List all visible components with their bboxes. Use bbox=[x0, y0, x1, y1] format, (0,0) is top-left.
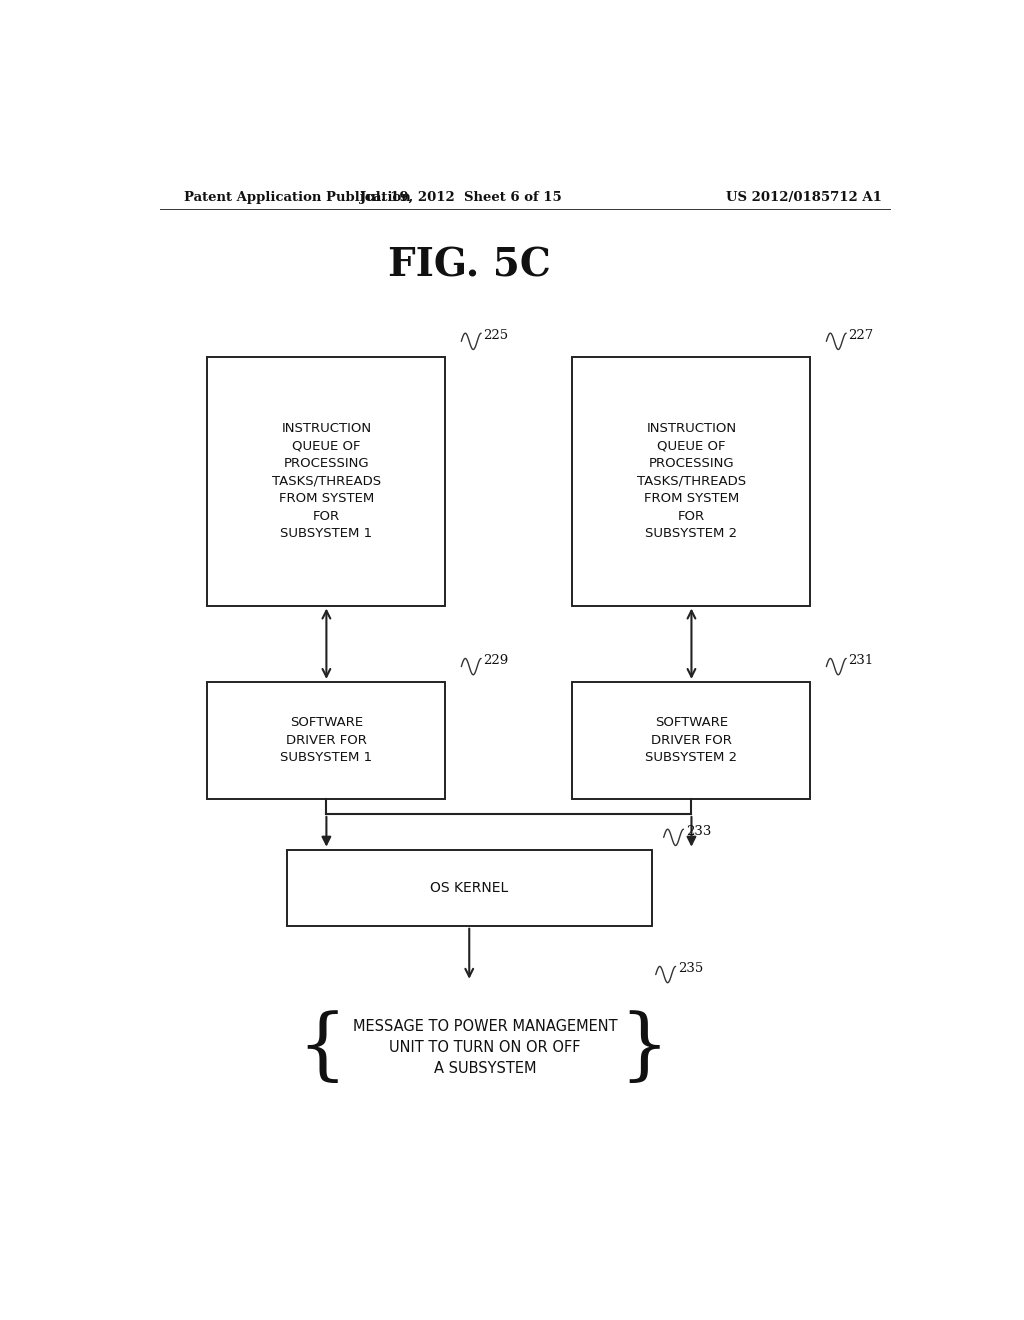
Text: 231: 231 bbox=[849, 653, 873, 667]
Text: 233: 233 bbox=[686, 825, 712, 838]
Text: Jul. 19, 2012  Sheet 6 of 15: Jul. 19, 2012 Sheet 6 of 15 bbox=[360, 190, 562, 203]
Text: US 2012/0185712 A1: US 2012/0185712 A1 bbox=[726, 190, 882, 203]
FancyBboxPatch shape bbox=[572, 356, 811, 606]
FancyBboxPatch shape bbox=[572, 682, 811, 799]
Text: 225: 225 bbox=[483, 329, 509, 342]
Text: 235: 235 bbox=[678, 962, 703, 975]
Text: INSTRUCTION
QUEUE OF
PROCESSING
TASKS/THREADS
FROM SYSTEM
FOR
SUBSYSTEM 1: INSTRUCTION QUEUE OF PROCESSING TASKS/TH… bbox=[271, 422, 381, 540]
Text: 229: 229 bbox=[483, 653, 509, 667]
Text: }: } bbox=[620, 1010, 669, 1085]
Text: MESSAGE TO POWER MANAGEMENT
UNIT TO TURN ON OR OFF
A SUBSYSTEM: MESSAGE TO POWER MANAGEMENT UNIT TO TURN… bbox=[353, 1019, 617, 1076]
Text: Patent Application Publication: Patent Application Publication bbox=[183, 190, 411, 203]
Text: SOFTWARE
DRIVER FOR
SUBSYSTEM 1: SOFTWARE DRIVER FOR SUBSYSTEM 1 bbox=[281, 717, 373, 764]
Text: {: { bbox=[298, 1010, 347, 1085]
Text: INSTRUCTION
QUEUE OF
PROCESSING
TASKS/THREADS
FROM SYSTEM
FOR
SUBSYSTEM 2: INSTRUCTION QUEUE OF PROCESSING TASKS/TH… bbox=[637, 422, 746, 540]
Text: OS KERNEL: OS KERNEL bbox=[430, 880, 508, 895]
Text: FIG. 5C: FIG. 5C bbox=[388, 246, 551, 284]
Text: SOFTWARE
DRIVER FOR
SUBSYSTEM 2: SOFTWARE DRIVER FOR SUBSYSTEM 2 bbox=[645, 717, 737, 764]
FancyBboxPatch shape bbox=[207, 356, 445, 606]
Text: 227: 227 bbox=[849, 329, 873, 342]
FancyBboxPatch shape bbox=[287, 850, 652, 925]
FancyBboxPatch shape bbox=[207, 682, 445, 799]
